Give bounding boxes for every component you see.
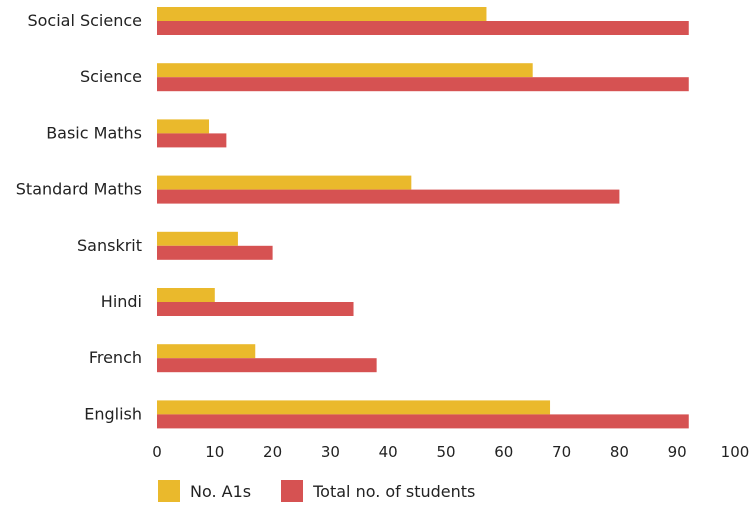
legend: No. A1s Total no. of students: [158, 480, 505, 502]
x-tick-label: 40: [379, 443, 398, 461]
bar-total-students: [157, 302, 354, 316]
x-tick-label: 100: [721, 443, 750, 461]
category-label: Basic Maths: [46, 123, 142, 142]
bar-a1s: [157, 175, 412, 190]
category-label: English: [84, 404, 142, 423]
x-tick-label: 60: [494, 443, 513, 461]
bar-total-students: [157, 189, 620, 204]
x-tick-label: 20: [263, 443, 282, 461]
category-label: Social Science: [27, 11, 142, 30]
category-label: Hindi: [101, 292, 142, 311]
category-label: French: [89, 348, 142, 367]
x-tick-label: 80: [610, 443, 629, 461]
bar-a1s: [157, 63, 533, 78]
bar-a1s: [157, 119, 210, 134]
x-tick-label: 70: [552, 443, 571, 461]
x-tick-label: 50: [436, 443, 455, 461]
bar-total-students: [157, 245, 273, 260]
legend-item-total: Total no. of students: [281, 480, 475, 502]
bar-a1s: [157, 288, 215, 302]
x-tick-label: 90: [668, 443, 687, 461]
category-label: Science: [80, 67, 142, 86]
legend-label-a1s: No. A1s: [190, 481, 252, 501]
x-tick-label: 10: [205, 443, 224, 461]
category-label: Standard Maths: [16, 180, 142, 199]
bar-total-students: [157, 358, 377, 373]
bar-total-students: [157, 133, 227, 148]
bar-a1s: [157, 231, 238, 246]
legend-label-total: Total no. of students: [313, 481, 476, 501]
x-tick-label: 30: [321, 443, 340, 461]
x-tick-label: 0: [152, 443, 162, 461]
bar-total-students: [157, 21, 689, 35]
category-label: Sanskrit: [77, 236, 142, 255]
bar-a1s: [157, 7, 487, 21]
legend-swatch-a1s: [158, 480, 180, 502]
bar-a1s: [157, 400, 551, 415]
bar-total-students: [157, 77, 689, 92]
bar-a1s: [157, 344, 256, 359]
bar-total-students: [157, 414, 689, 429]
legend-swatch-total: [281, 480, 304, 502]
legend-item-a1s: No. A1s: [158, 480, 251, 502]
